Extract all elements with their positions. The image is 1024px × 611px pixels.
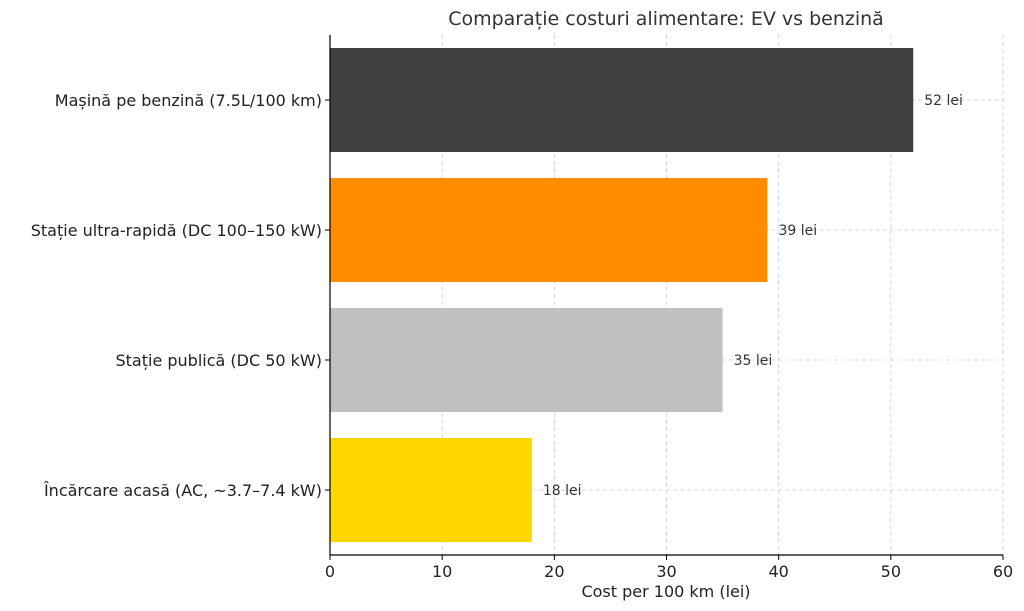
x-tick-label: 20 <box>544 562 564 581</box>
x-tick-label: 0 <box>325 562 335 581</box>
bar-value-label: 52 lei <box>924 93 963 109</box>
x-tick-label: 40 <box>768 562 788 581</box>
bar-value-label: 18 lei <box>543 483 582 499</box>
category-label: Stație ultra-rapidă (DC 100–150 kW) <box>31 221 322 240</box>
x-axis-label: Cost per 100 km (lei) <box>581 582 750 601</box>
category-label: Stație publică (DC 50 kW) <box>115 351 322 370</box>
category-label: Încărcare acasă (AC, ~3.7–7.4 kW) <box>43 481 322 500</box>
bar <box>330 308 723 412</box>
x-tick-label: 50 <box>881 562 901 581</box>
x-tick-label: 30 <box>656 562 676 581</box>
axes: 0 10 20 30 40 50 60 <box>325 35 1013 581</box>
x-tick-label: 10 <box>432 562 452 581</box>
bar-value-label: 35 lei <box>734 353 773 369</box>
bars <box>330 48 914 542</box>
bar-value-label: 39 lei <box>778 223 817 239</box>
bar <box>330 48 914 152</box>
x-tick-label: 60 <box>993 562 1013 581</box>
category-labels: Mașină pe benzină (7.5L/100 km) Stație ul… <box>31 91 322 500</box>
bar <box>330 178 768 282</box>
bar <box>330 438 532 542</box>
chart-title: Comparație costuri alimentare: EV vs ben… <box>448 8 884 30</box>
category-label: Mașină pe benzină (7.5L/100 km) <box>55 91 322 110</box>
data-labels: 52 lei 39 lei 35 lei 18 lei <box>543 93 963 499</box>
